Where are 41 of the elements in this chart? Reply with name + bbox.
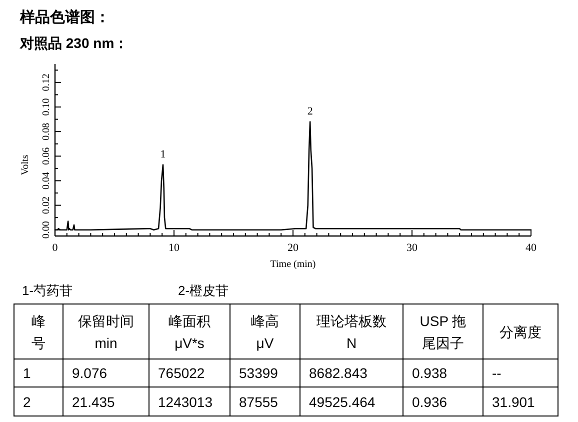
y-tick-label: 0.10 [41, 98, 52, 116]
text: USP 拖尾因子 [404, 304, 482, 359]
x-tick-label: 20 [288, 242, 299, 254]
text: 2 [15, 387, 62, 416]
text: 峰号 [15, 304, 62, 359]
text: 1243013 [150, 387, 229, 416]
y-tick-label: 0.00 [41, 221, 52, 239]
text: 31.901 [484, 387, 557, 416]
x-axis-title: Time (min) [270, 259, 316, 270]
y-tick-label: 0.02 [41, 196, 52, 214]
y-axis-title: Volts [20, 154, 31, 176]
text: 0.936 [404, 387, 482, 416]
y-tick-label: 0.04 [41, 172, 52, 190]
x-tick-label: 40 [526, 242, 537, 254]
y-tick-label: 0.12 [41, 74, 52, 92]
text: 分离度 [484, 304, 557, 359]
x-tick-label: 30 [406, 242, 418, 254]
annotation: 1 [160, 148, 166, 161]
annotation: 2 [307, 106, 313, 118]
text: 1 [15, 359, 62, 387]
text: 21.435 [64, 387, 148, 416]
text: 1-芍药苷 [22, 283, 73, 298]
text: 8682.843 [308, 364, 368, 383]
y-tick-label: 0.06 [41, 147, 52, 165]
x-tick-label: 0 [52, 242, 58, 254]
text: 53399 [238, 364, 279, 383]
text: 49525.464 [301, 387, 402, 416]
text: 0.938 [411, 364, 448, 383]
text: -- [484, 359, 557, 387]
text: 峰面积 μV*s [150, 304, 229, 359]
chart-title: 样品色谱图： [19, 8, 110, 26]
text: 理论塔板数 N [301, 304, 402, 359]
text: 保留时间 min [64, 304, 148, 359]
text: 87555 [231, 387, 299, 416]
text: 765022 [157, 364, 206, 383]
y-tick-label: 0.08 [41, 122, 52, 140]
text: 9.076 [71, 364, 108, 383]
x-tick-label: 10 [168, 242, 180, 254]
text: 2-橙皮苷 [178, 283, 229, 298]
text: 峰高 μV [231, 304, 299, 359]
chart-subtitle: 对照品 230 nm： [19, 35, 128, 51]
